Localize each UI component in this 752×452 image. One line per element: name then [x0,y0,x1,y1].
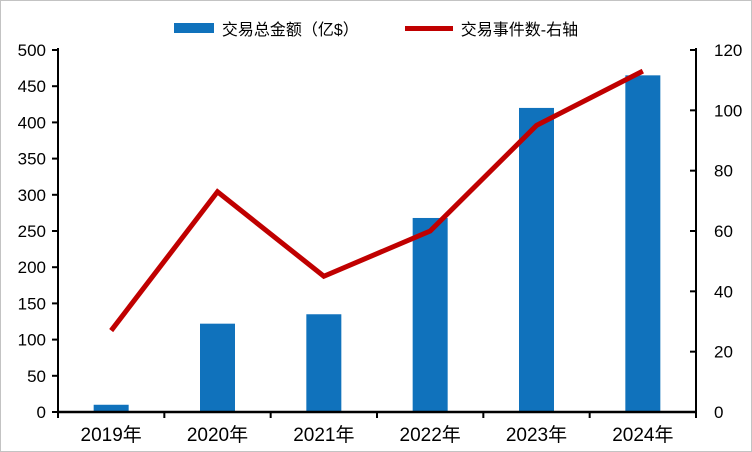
event-count-line [109,68,644,333]
left-axis-tick-label: 250 [18,222,46,241]
right-axis-tick-label: 100 [714,101,742,120]
x-axis-category-label: 2024年 [612,424,673,446]
left-axis-tick-label: 350 [18,150,46,169]
left-axis-tick-label: 300 [18,186,46,205]
left-axis-tick-label: 400 [18,113,46,132]
left-axis-tick-label: 500 [18,41,46,60]
legend-item-bar-series: 交易总金额（亿$） [173,16,359,40]
bar-series-swatch-icon [173,23,214,33]
legend-item-line-series: 交易事件数-右轴 [404,16,579,40]
right-axis-tick-label: 20 [714,343,733,362]
right-axis-tick-label: 80 [714,162,733,181]
bar-2020年 [200,323,235,412]
right-axis-tick-label: 0 [714,403,723,422]
line-series-swatch-icon [404,25,453,31]
bar-2019年 [93,404,129,412]
right-axis-tick-label: 40 [714,282,733,301]
line-series-label: 交易事件数-右轴 [460,22,579,39]
bar-2023年 [519,107,554,413]
x-axis-category-label: 2023年 [506,424,567,446]
right-axis-tick-label: 120 [714,41,742,60]
bar-2024年 [625,75,661,412]
bar-2021年 [306,314,342,412]
bar-series-label: 交易总金额（亿$） [221,22,359,39]
x-axis-category-label: 2020年 [187,424,248,446]
left-axis-tick-label: 100 [18,331,46,350]
chart-legend: 交易总金额（亿$） 交易事件数-右轴 [1,15,751,41]
x-axis-category-label: 2019年 [81,424,142,446]
left-axis-tick-label: 0 [37,403,46,422]
x-axis-category-label: 2021年 [293,424,354,446]
left-axis-tick-label: 200 [18,258,46,277]
left-axis-tick-label: 50 [27,367,46,386]
left-axis-tick-label: 150 [18,294,46,313]
x-axis-category-label: 2022年 [400,424,461,446]
bar-2022年 [412,217,448,412]
right-axis-tick-label: 60 [714,222,733,241]
left-axis-tick-label: 450 [18,77,46,96]
